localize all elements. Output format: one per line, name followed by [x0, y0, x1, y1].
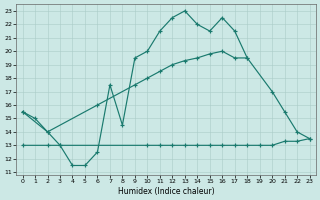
X-axis label: Humidex (Indice chaleur): Humidex (Indice chaleur) — [118, 187, 214, 196]
